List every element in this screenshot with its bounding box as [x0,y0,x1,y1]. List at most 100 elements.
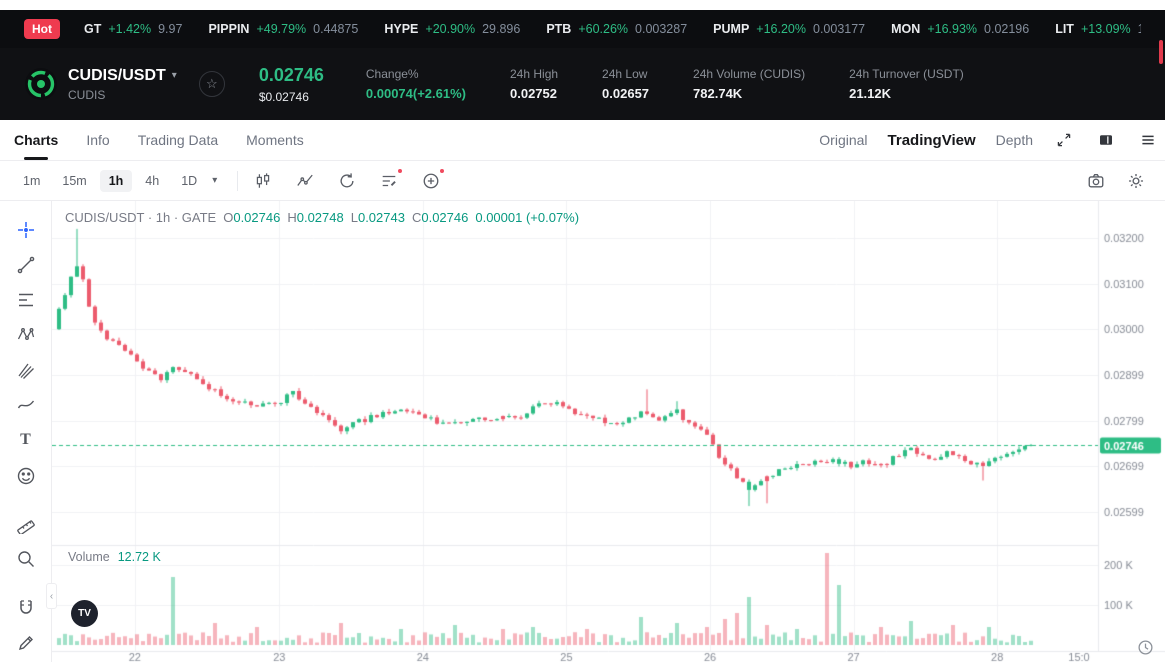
ticker-symbol: GT [84,22,102,36]
indicators-icon[interactable] [294,170,316,192]
xabcd-pattern-tool[interactable] [9,318,43,351]
ticker-symbol: LIT [1055,22,1074,36]
sidebar-collapse-handle[interactable]: ‹ [46,583,57,609]
refresh-icon[interactable] [336,170,358,192]
drawing-tools-sidebar: T [0,201,57,662]
view-tab[interactable]: TradingView [887,131,976,149]
legend-change: 0.00001 (+0.07%) [475,210,580,225]
main-tabs: Charts Info Trading Data Moments [14,120,304,160]
chart-toolbar: 1m 15m 1h 4h 1D ▾ [0,161,1165,201]
timezone-clock-icon[interactable] [1137,639,1154,661]
volume-legend: Volume 12.72 K [68,550,161,564]
ticker-bar: Hot GT +1.42% 9.97 PIPPIN +49.79% 0.4487… [0,10,1165,48]
ticker-item[interactable]: PTB +60.26% 0.003287 [546,22,687,36]
star-icon: ☆ [205,76,218,91]
brush-tool[interactable] [9,389,43,422]
coin-name: CUDIS [68,87,106,102]
fib-retracement-tool[interactable] [9,283,43,316]
stat-label: 24h Low [602,67,648,81]
tab[interactable]: Trading Data [137,132,219,148]
pair-dropdown-caret-icon[interactable]: ▾ [171,70,177,81]
tab[interactable]: Charts [14,120,58,160]
ticker-symbol: PIPPIN [208,22,250,36]
stat: 24h Volume (CUDIS) 782.74K [693,67,805,101]
stat-value: 0.02657 [602,86,650,101]
pair-title[interactable]: CUDIS/USDT [68,66,166,84]
pencil-edit-tool[interactable] [9,627,43,660]
ticker-item[interactable]: HYPE +20.90% 29.896 [384,22,520,36]
add-indicator-icon[interactable] [420,167,446,192]
interval-option[interactable]: 1h [99,169,133,192]
legend-title[interactable]: CUDIS/USDT · 1h · GATE [65,210,217,225]
interval-option[interactable]: 1m [23,173,41,188]
tab-bar: Charts Info Trading Data Moments Origina… [0,120,1165,161]
screenshot-camera-icon[interactable] [1085,170,1107,192]
legend-close-label: C [411,210,422,225]
chevron-left-icon: ‹ [49,590,54,602]
tab[interactable]: Moments [246,132,304,148]
measure-ruler-tool[interactable] [9,508,43,541]
stats-row: Change% 0.00074(+2.61%) 24h High 0.02752… [366,67,964,101]
ticker-change: +16.20% [756,22,806,36]
trendline-tool[interactable] [9,248,43,281]
pair-header: CUDIS/USDT ▾ CUDIS ☆ 0.02746 $0.02746 Ch… [0,48,1165,120]
pitchfork-tool[interactable] [9,354,43,387]
ticker-change: +49.79% [256,22,307,36]
emoji-tool[interactable] [9,459,43,492]
chart-settings-gear-icon[interactable] [1125,170,1147,192]
interval-option[interactable]: 4h [145,173,160,188]
ticker-list: GT +1.42% 9.97 PIPPIN +49.79% 0.44875 HY… [84,22,1141,36]
fullscreen-expand-icon[interactable] [1053,129,1075,151]
hamburger-menu-icon[interactable] [1137,129,1159,151]
pair-names: CUDIS/USDT ▾ CUDIS [68,67,177,102]
ticker-price: 0.003177 [813,22,866,36]
view-tab[interactable]: Depth [995,132,1033,148]
top-strip [0,0,1165,10]
hot-badge[interactable]: Hot [24,19,60,39]
ticker-price: 1.909 [1138,22,1141,36]
price-block: 0.02746 $0.02746 [259,65,324,104]
legend-low-value: 0.02743 [357,210,405,225]
text-tool[interactable]: T [9,424,43,457]
notification-dot [439,167,446,174]
text-tool-glyph: T [20,431,31,449]
coin-logo-icon [25,68,57,100]
legend-low-label: L [350,210,358,225]
magnet-tool[interactable] [9,592,43,625]
ticker-item[interactable]: PUMP +16.20% 0.003177 [713,22,865,36]
ticker-price: 0.44875 [313,22,359,36]
candlestick-chart-canvas[interactable] [52,201,1165,662]
stat-value: 0.02752 [510,86,557,101]
panel-layout-icon[interactable] [1095,129,1117,151]
toolbar-divider [237,170,239,191]
tradingview-logo[interactable]: TV [71,600,98,627]
zoom-tool[interactable] [9,543,43,576]
crosshair-tool[interactable] [9,213,43,246]
legend-open-label: O [223,210,234,225]
view-tab[interactable]: Original [819,132,868,148]
last-price: 0.02746 [258,64,324,85]
ticker-item[interactable]: GT +1.42% 9.97 [84,22,182,36]
interval-option[interactable]: 15m [62,173,87,188]
legend-high-value: 0.02748 [296,210,344,225]
chart-region: CUDIS/USDT · 1h · GATE O0.02746 H0.02748… [52,201,1165,662]
favorite-star-button[interactable]: ☆ [198,71,225,97]
stat: Change% 0.00074(+2.61%) [366,67,466,101]
ticker-item[interactable]: PIPPIN +49.79% 0.44875 [208,22,358,36]
ticker-change: +16.93% [927,22,978,36]
interval-dropdown-caret-icon[interactable]: ▾ [212,175,218,186]
legend-high-label: H [287,210,297,225]
stat-value: 21.12K [849,86,892,101]
chart-main: T [0,201,1165,662]
interval-option[interactable]: 1D [181,173,198,188]
toolbar-right [1085,170,1151,192]
ticker-item[interactable]: MON +16.93% 0.02196 [891,22,1029,36]
volume-label[interactable]: Volume [68,550,110,564]
order-list-icon[interactable] [378,167,404,192]
tab[interactable]: Info [86,132,110,148]
scroll-indicator[interactable] [1159,40,1163,64]
ticker-item[interactable]: LIT +13.09% 1.909 [1055,22,1141,36]
chart-view-switcher: Original TradingView Depth [819,129,1159,151]
candle-style-icon[interactable] [252,170,274,192]
